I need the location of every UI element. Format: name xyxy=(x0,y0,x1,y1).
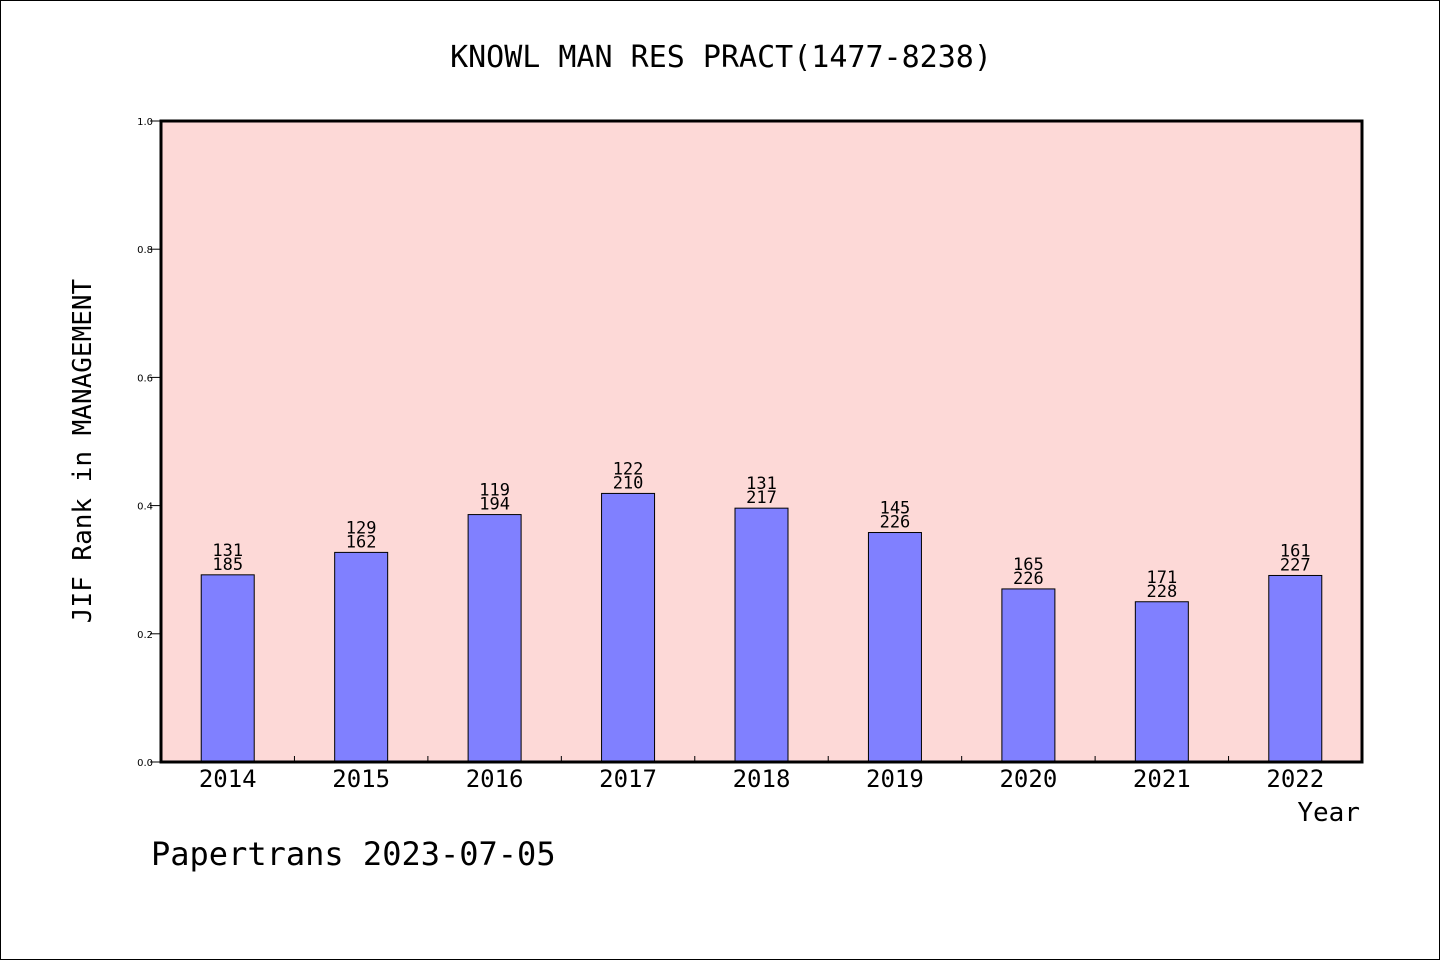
bar-2015 xyxy=(334,551,389,763)
x-tick-label: 2014 xyxy=(199,765,257,793)
x-tick-label: 2015 xyxy=(332,765,390,793)
bar-total-label: 226 xyxy=(880,513,911,533)
x-axis: 2014 2015 2016 2017 2018 2019 2020 2021 2022 xyxy=(199,756,1324,793)
y-tick-label: 0.2 xyxy=(137,630,153,641)
bar-total-label: 227 xyxy=(1280,555,1311,575)
bar-rank-label: 145 xyxy=(880,499,911,519)
y-tick-label: 1.0 xyxy=(137,117,153,128)
bar-total-label: 226 xyxy=(1013,569,1044,589)
y-tick-label: 0.0 xyxy=(137,758,153,769)
x-tick-label: 2017 xyxy=(599,765,657,793)
y-tick-label: 0.6 xyxy=(137,373,153,384)
bar-rank-label: 131 xyxy=(212,541,243,561)
bar-2021 xyxy=(1134,601,1189,763)
bar-rank-label: 131 xyxy=(746,474,777,494)
bar-rank-label: 129 xyxy=(346,518,377,538)
bar-total-label: 194 xyxy=(479,495,510,515)
bar-2022 xyxy=(1268,574,1323,763)
bar-rank-label: 122 xyxy=(613,459,644,479)
bar-rank-label: 165 xyxy=(1013,555,1044,575)
bar-rank-label: 171 xyxy=(1146,568,1177,588)
bar-rank-label: 119 xyxy=(479,481,510,501)
bar-total-label: 228 xyxy=(1146,582,1177,602)
chart-title: KNOWL MAN RES PRACT(1477-8238) xyxy=(450,40,992,75)
bar-2017 xyxy=(601,492,656,763)
x-tick-label: 2016 xyxy=(466,765,524,793)
bar-rank-label: 161 xyxy=(1280,541,1311,561)
bar-2019 xyxy=(867,532,922,763)
x-axis-label: Year xyxy=(1297,798,1360,828)
bar-total-label: 185 xyxy=(212,555,243,575)
bar-2020 xyxy=(1001,588,1056,763)
x-tick-label: 2019 xyxy=(866,765,924,793)
bar-total-label: 210 xyxy=(613,473,644,493)
x-tick-label: 2018 xyxy=(733,765,791,793)
x-tick-label: 2022 xyxy=(1266,765,1324,793)
bar-2018 xyxy=(734,507,789,763)
footer-credit: Papertrans 2023-07-05 xyxy=(151,835,556,873)
bar-2016 xyxy=(467,514,522,763)
y-tick-label: 0.4 xyxy=(137,502,153,513)
y-axis: 0.0 0.2 0.4 0.6 0.8 1.0 xyxy=(137,117,161,769)
y-axis-label: JIF Rank in MANAGEMENT xyxy=(68,278,98,623)
y-tick-label: 0.8 xyxy=(137,245,153,256)
plot-border xyxy=(159,119,1364,764)
x-tick-label: 2021 xyxy=(1133,765,1191,793)
x-tick-label: 2020 xyxy=(999,765,1057,793)
bar-total-label: 162 xyxy=(346,532,377,552)
bar-2014 xyxy=(200,574,255,763)
bar-total-label: 217 xyxy=(746,488,777,508)
